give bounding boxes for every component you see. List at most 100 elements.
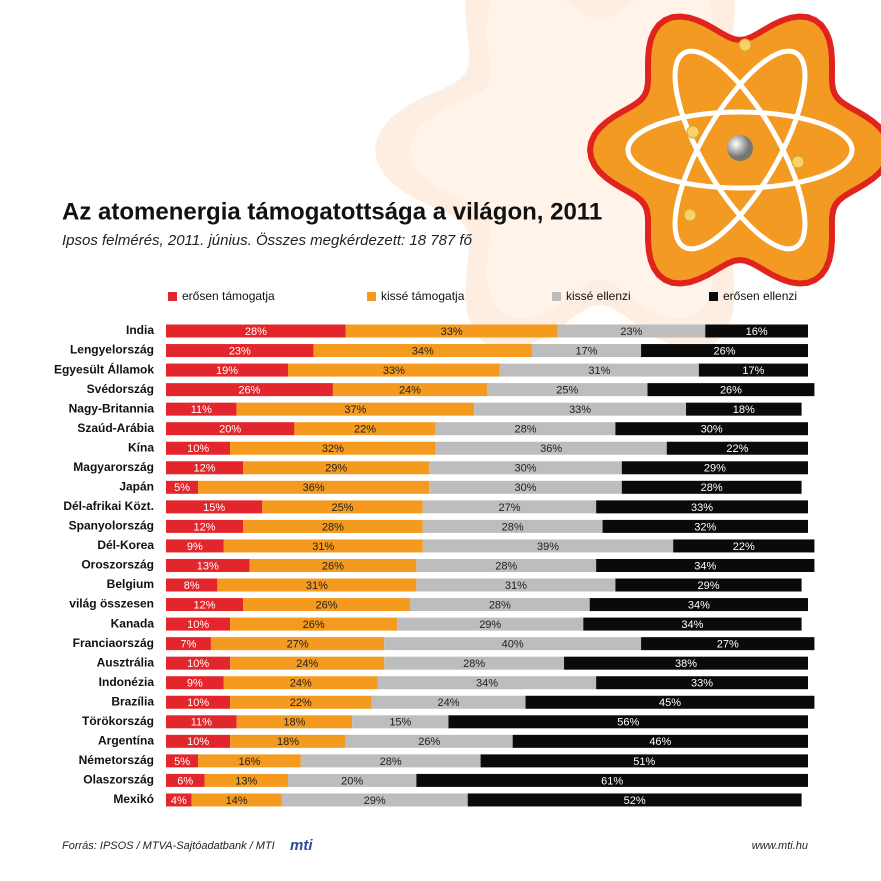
- value-label: 36%: [540, 443, 562, 455]
- category-label: Magyarország: [73, 460, 154, 474]
- bar-segment: [166, 734, 231, 748]
- value-label: 29%: [325, 463, 347, 475]
- bar-segment: [166, 773, 205, 787]
- bar-segment: [217, 578, 417, 592]
- value-label: 20%: [341, 775, 363, 787]
- value-label: 26%: [238, 385, 260, 397]
- bar-segment: [435, 441, 667, 455]
- value-label: 10%: [187, 736, 209, 748]
- bar-segment: [480, 754, 808, 768]
- bar-segment: [230, 695, 372, 709]
- legend-swatch: [168, 292, 177, 301]
- value-label: 26%: [322, 560, 344, 572]
- bar-segment: [673, 539, 815, 553]
- value-label: 28%: [322, 521, 344, 533]
- value-label: 18%: [277, 736, 299, 748]
- bar-segment: [223, 676, 378, 690]
- value-label: 31%: [505, 580, 527, 592]
- bar-segment: [166, 656, 231, 670]
- value-label: 25%: [332, 502, 354, 514]
- electron: [791, 155, 805, 169]
- bar-segment: [416, 578, 616, 592]
- bar-segment: [204, 773, 288, 787]
- value-label: 13%: [197, 560, 219, 572]
- value-label: 28%: [463, 658, 485, 670]
- bar-segment: [596, 558, 815, 572]
- value-label: 31%: [312, 541, 334, 553]
- category-label: Mexikó: [113, 792, 154, 806]
- value-label: 9%: [187, 678, 203, 690]
- value-label: 18%: [733, 404, 755, 416]
- bar-segment: [422, 519, 603, 533]
- category-label: Indonézia: [99, 675, 155, 689]
- bar-segment: [602, 519, 808, 533]
- bar-segment: [666, 441, 808, 455]
- bar-segment: [166, 637, 211, 651]
- category-label: Kanada: [111, 616, 155, 630]
- bar-segment: [384, 637, 642, 651]
- legend-swatch: [709, 292, 718, 301]
- bar-segment: [525, 695, 815, 709]
- category-label: Ausztrália: [97, 655, 155, 669]
- value-label: 28%: [515, 424, 537, 436]
- bar-segment: [345, 734, 513, 748]
- bar-segment: [166, 793, 192, 807]
- bar-segment: [287, 773, 417, 787]
- bar-segment: [166, 480, 199, 494]
- legend-label: kissé támogatja: [381, 289, 465, 303]
- bar-segment: [230, 441, 436, 455]
- bar-segment: [384, 656, 565, 670]
- legend-swatch: [552, 292, 561, 301]
- bar-segment: [191, 793, 282, 807]
- category-label: Argentína: [98, 734, 154, 748]
- value-label: 15%: [203, 502, 225, 514]
- value-label: 19%: [216, 365, 238, 377]
- value-label: 28%: [245, 326, 267, 338]
- bar-segment: [429, 480, 622, 494]
- value-label: 26%: [418, 736, 440, 748]
- bar-segment: [281, 793, 468, 807]
- bar-segment: [230, 734, 346, 748]
- category-label: Kína: [128, 440, 154, 454]
- bar-segment: [230, 617, 398, 631]
- bar-segment: [686, 402, 802, 416]
- bar-segment: [698, 363, 808, 377]
- bar-segment: [166, 383, 333, 397]
- value-label: 26%: [720, 385, 742, 397]
- bar-segment: [531, 344, 642, 358]
- bar-segment: [416, 773, 808, 787]
- value-label: 4%: [171, 795, 187, 807]
- bar-segment: [166, 441, 231, 455]
- value-label: 13%: [235, 775, 257, 787]
- bar-segment: [352, 715, 449, 729]
- value-label: 29%: [479, 619, 501, 631]
- bar-segment: [416, 558, 597, 572]
- legend-label: erősen ellenzi: [723, 289, 797, 303]
- bar-segment: [166, 344, 314, 358]
- value-label: 38%: [675, 658, 697, 670]
- bar-segment: [166, 754, 199, 768]
- bar-segment: [641, 637, 815, 651]
- value-label: 26%: [315, 599, 337, 611]
- value-label: 33%: [441, 326, 463, 338]
- chart-subtitle: Ipsos felmérés, 2011. június. Összes meg…: [62, 231, 473, 249]
- bar-segment: [166, 500, 263, 514]
- bar-segment: [621, 461, 808, 475]
- bar-segment: [377, 676, 597, 690]
- bar-segment: [557, 324, 706, 338]
- value-label: 27%: [498, 502, 520, 514]
- value-label: 26%: [714, 345, 736, 357]
- category-label: Nagy-Britannia: [69, 401, 155, 415]
- bar-segment: [166, 676, 224, 690]
- bar-segment: [262, 500, 423, 514]
- value-label: 27%: [287, 639, 309, 651]
- value-label: 5%: [174, 482, 190, 494]
- value-label: 22%: [733, 541, 755, 553]
- electron: [686, 125, 700, 139]
- value-label: 28%: [701, 482, 723, 494]
- bar-segment: [435, 422, 616, 436]
- bar-segment: [243, 519, 423, 533]
- value-label: 34%: [476, 678, 498, 690]
- bar-segment: [166, 402, 237, 416]
- value-label: 30%: [515, 463, 537, 475]
